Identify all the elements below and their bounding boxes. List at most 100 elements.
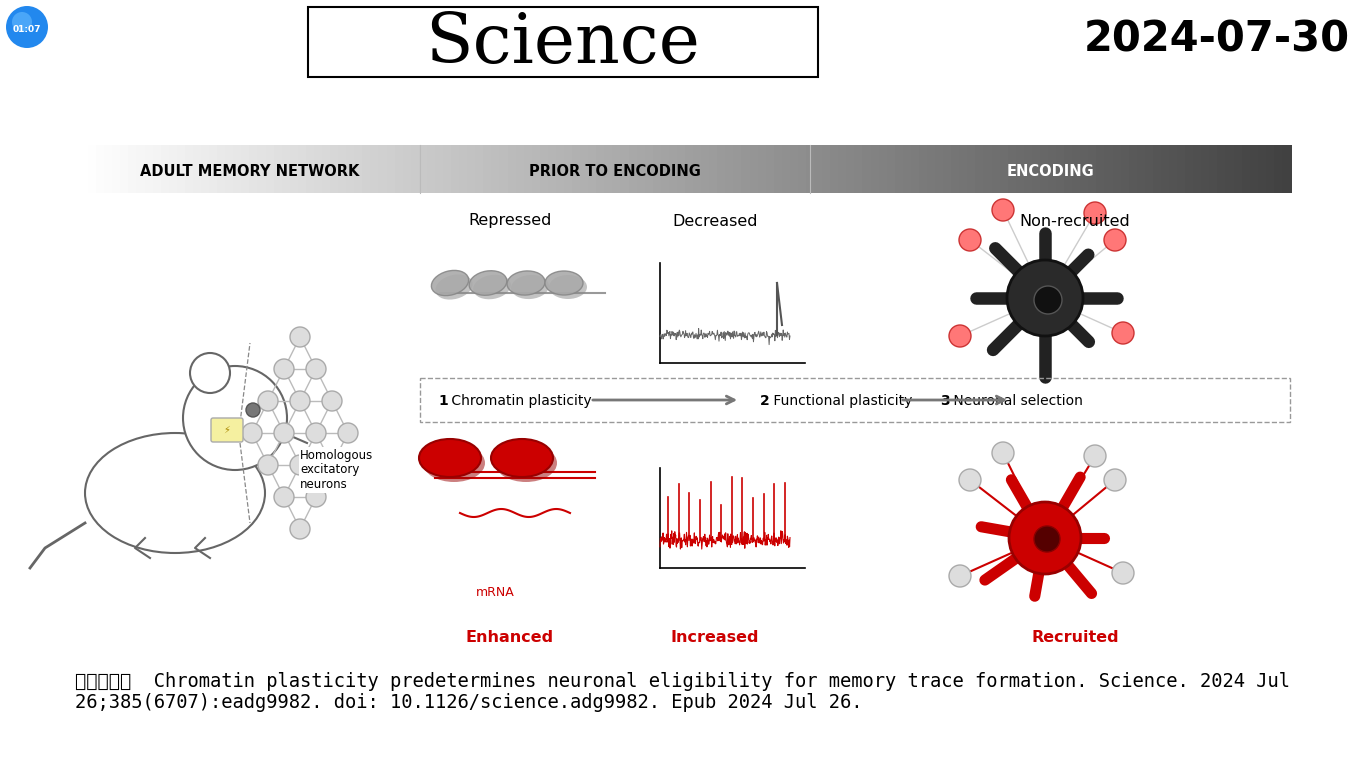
Bar [669,145,678,193]
Bar [1121,145,1130,193]
Bar [766,145,775,193]
Bar [539,145,549,193]
Bar [717,145,726,193]
Bar [201,145,210,193]
Bar [894,145,904,193]
Bar [814,145,823,193]
Ellipse shape [419,439,480,477]
Bar [1177,145,1186,193]
Circle shape [183,366,287,470]
Bar [1168,145,1178,193]
Bar [1153,145,1163,193]
Bar [564,145,573,193]
Bar [968,145,977,193]
Ellipse shape [435,274,472,300]
Circle shape [289,519,310,539]
Circle shape [289,455,310,475]
Bar [435,145,445,193]
Bar [919,145,928,193]
FancyBboxPatch shape [212,418,243,442]
Bar [1250,145,1260,193]
Ellipse shape [423,444,485,482]
Bar [128,145,138,193]
Bar [999,145,1009,193]
Text: 3: 3 [940,394,950,408]
Circle shape [246,403,259,417]
Bar [547,145,557,193]
Ellipse shape [506,271,545,295]
Bar [741,145,751,193]
Text: 2: 2 [760,394,770,408]
Text: ADULT MEMORY NETWORK: ADULT MEMORY NETWORK [141,164,360,178]
Bar [725,145,734,193]
Circle shape [1112,322,1134,344]
Bar [169,145,179,193]
Text: Recruited: Recruited [1031,631,1119,645]
Bar [524,145,534,193]
Circle shape [258,455,278,475]
Circle shape [1007,260,1082,336]
Bar [233,145,243,193]
Text: Repressed: Repressed [468,214,551,229]
Text: Enhanced: Enhanced [465,631,554,645]
Ellipse shape [85,433,265,553]
Bar [420,378,1290,422]
Bar [1185,145,1194,193]
Bar [580,145,590,193]
Bar [887,145,897,193]
Text: 2024-07-30: 2024-07-30 [1084,19,1350,61]
Circle shape [1084,202,1106,224]
Bar [177,145,187,193]
Bar [225,145,235,193]
Bar [192,145,202,193]
Ellipse shape [549,275,587,299]
Text: Increased: Increased [670,631,759,645]
Bar [1040,145,1050,193]
Bar [96,145,105,193]
Bar [403,145,412,193]
Bar [1072,145,1082,193]
Ellipse shape [495,444,557,482]
Bar [378,145,388,193]
Bar [273,145,283,193]
Bar [330,145,340,193]
Bar [1193,145,1203,193]
Bar [1265,145,1275,193]
Circle shape [306,423,326,443]
Circle shape [289,391,310,411]
Bar [1162,145,1171,193]
Text: Decreased: Decreased [672,214,758,229]
Bar [308,7,818,77]
Bar [306,145,315,193]
Circle shape [992,199,1014,221]
Bar [242,145,251,193]
Bar [822,145,831,193]
Bar [782,145,792,193]
Bar [710,145,719,193]
Bar [508,145,517,193]
Bar [661,145,670,193]
Circle shape [242,423,262,443]
Bar [838,145,848,193]
Bar [386,145,396,193]
Text: mRNA: mRNA [475,587,515,600]
Bar [1209,145,1219,193]
Bar [733,145,743,193]
Circle shape [960,469,981,491]
Circle shape [190,353,229,393]
Bar [217,145,227,193]
Bar [1016,145,1025,193]
Bar [790,145,800,193]
Bar [281,145,291,193]
Bar [693,145,703,193]
Bar [1088,145,1097,193]
Bar [636,145,646,193]
Bar [960,145,969,193]
Bar [1104,145,1114,193]
Bar [774,145,784,193]
Bar [910,145,920,193]
Bar [1226,145,1235,193]
Bar [983,145,992,193]
Bar [1080,145,1089,193]
Bar [1057,145,1066,193]
